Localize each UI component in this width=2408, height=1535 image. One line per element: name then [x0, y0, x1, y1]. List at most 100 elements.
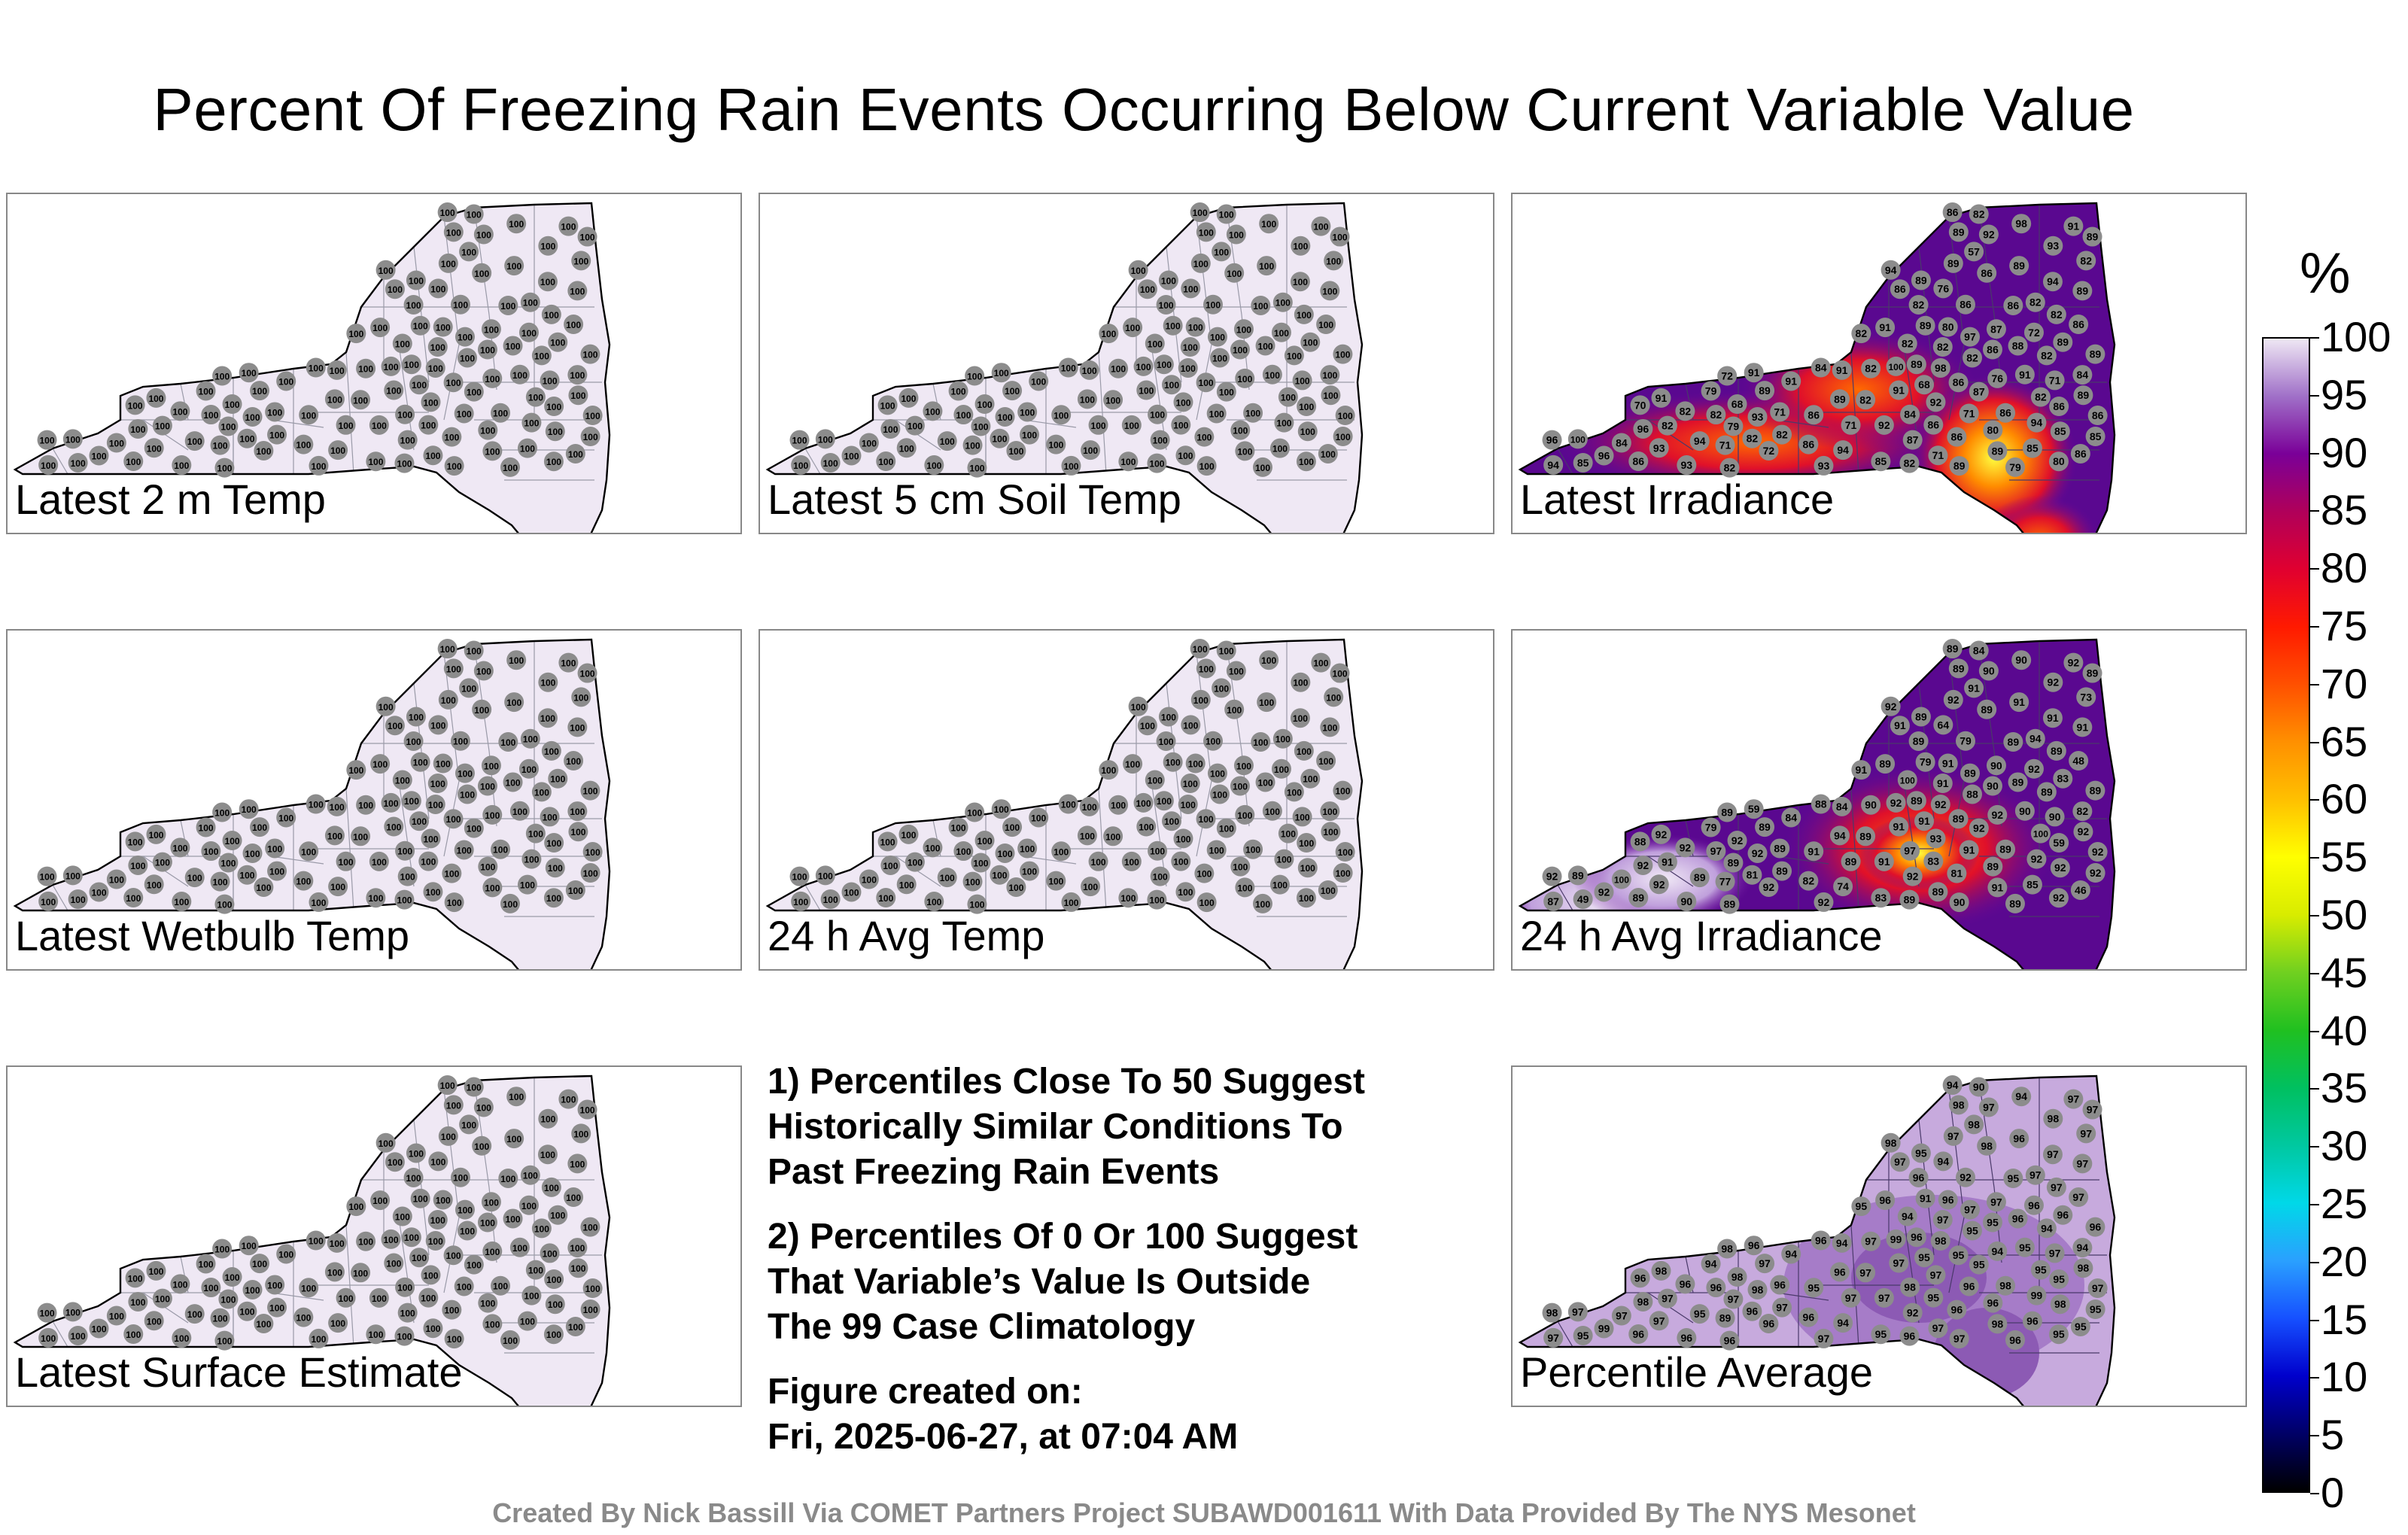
- station-marker: 94: [2011, 1087, 2032, 1107]
- station-marker: 91: [1959, 840, 1979, 860]
- station-marker: 100: [472, 699, 492, 719]
- station-value: 100: [582, 1223, 597, 1233]
- station-value: 97: [1990, 1196, 2002, 1208]
- station-value: 100: [372, 759, 388, 770]
- station-marker: 97: [1890, 1152, 1910, 1172]
- station-value: 82: [1859, 394, 1871, 406]
- station-marker: 100: [1173, 392, 1193, 412]
- station-marker: 100: [1212, 678, 1232, 698]
- station-marker: 100: [971, 416, 991, 436]
- station-value: 89: [2009, 898, 2021, 910]
- station-marker: 91: [1657, 852, 1677, 872]
- station-value: 94: [2015, 1090, 2027, 1102]
- station-marker: 100: [459, 678, 479, 698]
- colorbar-tick-mark: [2310, 799, 2319, 801]
- station-marker: 95: [1982, 1212, 2002, 1233]
- station-marker: 100: [877, 831, 898, 852]
- station-value: 82: [1803, 875, 1815, 887]
- station-marker: 96: [1719, 1330, 1740, 1351]
- county-border: [1978, 207, 2002, 391]
- station-value: 92: [2092, 846, 2104, 858]
- station-marker: 100: [1233, 319, 1254, 339]
- station-marker: 82: [1856, 390, 1876, 410]
- station-marker: 100: [478, 420, 498, 440]
- station-value: 92: [1598, 886, 1610, 898]
- station-value: 100: [1219, 646, 1234, 657]
- station-value: 100: [269, 1303, 284, 1314]
- station-value: 100: [1275, 734, 1291, 745]
- station-value: 100: [1338, 411, 1353, 421]
- station-value: 100: [225, 836, 240, 847]
- station-marker: 100: [1185, 317, 1206, 337]
- station-value: 84: [1785, 811, 1797, 823]
- station-marker: 100: [1255, 772, 1275, 792]
- station-marker: 100: [525, 1260, 546, 1280]
- station-marker: 100: [392, 1206, 412, 1226]
- station-marker: 100: [1156, 731, 1176, 751]
- county-border: [413, 682, 430, 819]
- station-marker: 100: [544, 1269, 564, 1290]
- station-marker: 100: [504, 256, 524, 276]
- station-marker: 100: [521, 1285, 542, 1306]
- station-marker: 100: [218, 416, 239, 436]
- station-marker: 82: [2030, 387, 2051, 407]
- station-value: 91: [1968, 682, 1980, 694]
- colorbar-tick-label: 95: [2321, 370, 2368, 418]
- station-value: 100: [65, 1307, 81, 1318]
- station-value: 100: [269, 430, 284, 441]
- station-value: 100: [582, 350, 597, 360]
- station-value: 98: [1546, 1307, 1558, 1319]
- station-value: 100: [309, 1236, 324, 1246]
- station-marker: 100: [369, 415, 389, 435]
- station-marker: 100: [68, 452, 88, 473]
- station-marker: 89: [1960, 763, 1980, 783]
- station-value: 96: [1598, 449, 1610, 461]
- station-marker: 96: [2008, 1208, 2028, 1229]
- station-marker: 100: [394, 453, 415, 473]
- station-value: 100: [453, 737, 468, 747]
- station-marker: 100: [568, 1258, 588, 1278]
- station-marker: 92: [1969, 818, 1989, 838]
- station-marker: 87: [1969, 381, 1989, 402]
- station-value: 100: [998, 412, 1013, 423]
- station-marker: 100: [293, 1307, 314, 1327]
- station-marker: 100: [123, 888, 144, 908]
- station-value: 96: [1942, 1194, 1954, 1206]
- station-marker: 100: [254, 440, 274, 460]
- station-value: 100: [174, 897, 189, 907]
- station-marker: 100: [421, 1265, 441, 1285]
- station-value: 100: [992, 871, 1007, 881]
- station-value: 100: [440, 1081, 455, 1091]
- station-value: 96: [1681, 1332, 1693, 1344]
- station-value: 100: [109, 439, 124, 449]
- station-marker: 100: [1099, 324, 1119, 344]
- station-marker: 100: [1194, 863, 1215, 883]
- station-value: 100: [474, 269, 489, 279]
- station-marker: 100: [454, 403, 474, 424]
- station-marker: 98: [1651, 1260, 1671, 1281]
- station-marker: 100: [455, 763, 475, 783]
- station-value: 100: [412, 1253, 427, 1263]
- station-value: 100: [1150, 410, 1165, 421]
- station-value: 100: [899, 880, 914, 890]
- station-value: 97: [2092, 1282, 2104, 1294]
- station-value: 100: [128, 1273, 143, 1284]
- station-value: 100: [1326, 692, 1341, 703]
- station-value: 100: [493, 409, 508, 419]
- station-marker: 86: [1628, 451, 1649, 472]
- station-value: 100: [436, 323, 451, 333]
- station-marker: 88: [1630, 831, 1650, 852]
- station-value: 100: [566, 320, 581, 330]
- station-marker: 100: [375, 696, 396, 716]
- station-value: 96: [1951, 1304, 1963, 1316]
- station-marker: 100: [924, 892, 944, 912]
- station-marker: 89: [1717, 802, 1738, 822]
- station-marker: 100: [477, 339, 497, 360]
- station-marker: 100: [1046, 434, 1066, 454]
- station-value: 100: [493, 1281, 508, 1292]
- station-marker: 100: [265, 1275, 285, 1295]
- station-value: 91: [2068, 220, 2080, 233]
- station-value: 100: [1178, 451, 1193, 461]
- colorbar-tick-mark: [2310, 1204, 2319, 1205]
- station-value: 100: [484, 1197, 499, 1208]
